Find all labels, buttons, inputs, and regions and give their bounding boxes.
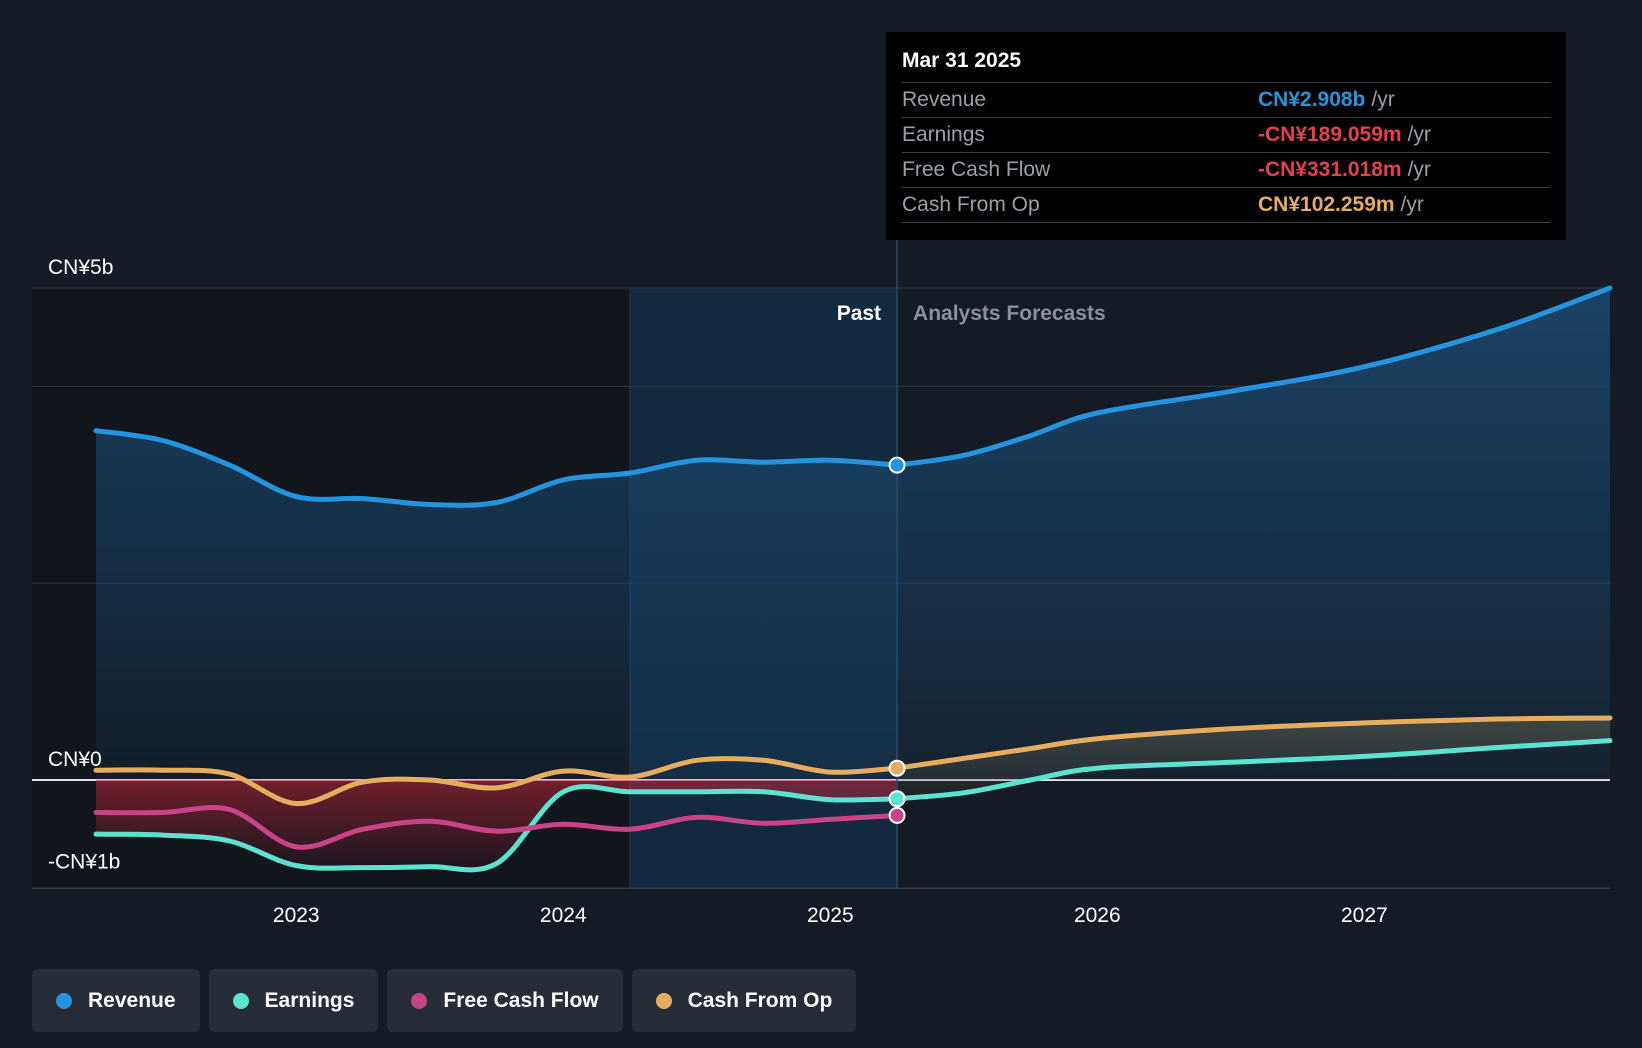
legend-dot-icon xyxy=(56,992,72,1009)
tooltip-label: Cash From Op xyxy=(902,193,1040,216)
tooltip-label: Revenue xyxy=(902,88,987,111)
x-tick-label: 2025 xyxy=(807,904,854,927)
earnings-line-past xyxy=(93,783,900,873)
cash-from-op-marker xyxy=(888,759,906,777)
financials-chart: CN¥5b CN¥0 -CN¥1b 2023 2024 2025 2026 2027 Past A… xyxy=(32,240,1613,927)
legend-item-earnings[interactable]: Earnings xyxy=(208,969,379,1032)
legend-dot-icon xyxy=(232,992,249,1009)
tooltip-row-revenue: Revenue CN¥2.908b /yr xyxy=(902,82,1550,117)
revenue-area xyxy=(96,288,1610,780)
earnings-line-forecast xyxy=(894,738,1613,802)
tooltip-row-free-cash-flow: Free Cash Flow -CN¥331.018m /yr xyxy=(902,152,1550,187)
legend-dot-icon xyxy=(411,992,428,1009)
legend-item-cash-from-op[interactable]: Cash From Op xyxy=(631,969,857,1032)
legend-label: Free Cash Flow xyxy=(443,988,599,1012)
y-axis-label: CN¥0 xyxy=(48,748,102,771)
x-tick-label: 2027 xyxy=(1341,904,1388,927)
cash-from-op-line-forecast xyxy=(894,715,1613,771)
legend-label: Revenue xyxy=(88,988,176,1012)
tooltip-value: CN¥102.259m xyxy=(1258,193,1395,216)
free-cash-flow-line-past xyxy=(93,805,900,850)
x-tick-label: 2026 xyxy=(1074,904,1121,927)
tooltip-value: -CN¥189.059m xyxy=(1258,123,1402,146)
tooltip-value: CN¥2.908b xyxy=(1258,88,1366,111)
earnings-marker xyxy=(888,790,906,808)
tooltip-date: Mar 31 2025 xyxy=(902,49,1022,72)
revenue-line-past xyxy=(93,428,900,508)
x-tick-label: 2024 xyxy=(540,904,587,927)
legend: Revenue Earnings Free Cash Flow Cash Fro… xyxy=(32,969,857,1032)
revenue-line-forecast xyxy=(894,285,1613,468)
tooltip-label: Free Cash Flow xyxy=(902,158,1051,181)
tooltip: Mar 31 2025 Revenue CN¥2.908b /yr Earnin… xyxy=(886,32,1566,240)
legend-label: Earnings xyxy=(264,988,355,1012)
marker-points xyxy=(888,456,906,824)
tooltip-unit: /yr xyxy=(1407,158,1431,181)
y-axis-label: -CN¥1b xyxy=(48,850,120,873)
forecast-band-area xyxy=(897,718,1610,799)
legend-item-revenue[interactable]: Revenue xyxy=(32,969,200,1032)
legend-label: Cash From Op xyxy=(687,988,833,1012)
tooltip-unit: /yr xyxy=(1400,193,1424,216)
legend-dot-icon xyxy=(655,992,672,1009)
past-label: Past xyxy=(837,302,881,325)
tooltip-label: Earnings xyxy=(902,123,985,146)
y-axis-label: CN¥5b xyxy=(48,256,113,279)
forecast-label: Analysts Forecasts xyxy=(913,302,1106,325)
tooltip-row-earnings: Earnings -CN¥189.059m /yr xyxy=(902,117,1550,152)
series-lines xyxy=(93,285,1613,873)
x-tick-label: 2023 xyxy=(273,904,320,927)
revenue-marker xyxy=(888,456,906,474)
free-cash-flow-marker xyxy=(888,806,906,824)
tooltip-value: -CN¥331.018m xyxy=(1258,158,1402,181)
tooltip-unit: /yr xyxy=(1407,123,1431,146)
tooltip-row-cash-from-op: Cash From Op CN¥102.259m /yr xyxy=(902,187,1550,223)
axis-labels: CN¥5b CN¥0 -CN¥1b 2023 2024 2025 2026 2027 Past A… xyxy=(48,256,1388,927)
cash-from-op-line-past xyxy=(93,756,900,807)
legend-item-free-cash-flow[interactable]: Free Cash Flow xyxy=(387,969,623,1032)
tooltip-unit: /yr xyxy=(1371,88,1395,111)
